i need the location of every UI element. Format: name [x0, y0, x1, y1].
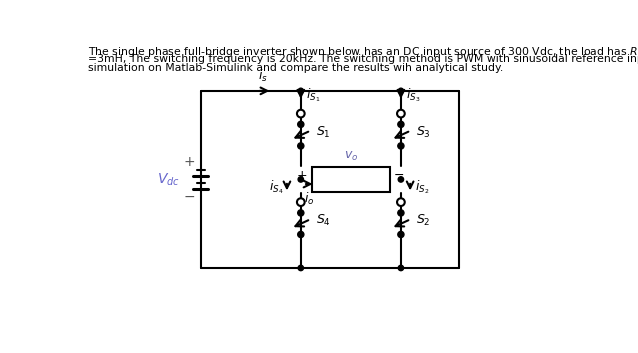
Circle shape [398, 210, 404, 216]
Circle shape [398, 232, 404, 238]
Text: $S_1$: $S_1$ [316, 125, 331, 140]
Circle shape [398, 88, 404, 94]
Circle shape [398, 121, 404, 127]
Text: $i_{S_4}$: $i_{S_4}$ [269, 178, 284, 196]
Text: −: − [183, 189, 195, 203]
Text: $i_{S_1}$: $i_{S_1}$ [306, 87, 320, 104]
Text: $S_2$: $S_2$ [416, 213, 431, 228]
Text: $v_o$: $v_o$ [344, 150, 358, 163]
Circle shape [298, 232, 304, 238]
Circle shape [298, 88, 304, 94]
Text: simulation on Matlab-Simulink and compare the results wih analytical study.: simulation on Matlab-Simulink and compar… [87, 63, 503, 73]
Circle shape [298, 177, 304, 182]
Text: The single phase full-bridge inverter shown below has an DC input source of 300 : The single phase full-bridge inverter sh… [87, 45, 638, 59]
Circle shape [297, 198, 305, 206]
Text: +: + [297, 169, 308, 182]
Text: +: + [183, 155, 195, 169]
Text: −: − [394, 169, 404, 182]
Circle shape [298, 210, 304, 216]
Circle shape [297, 110, 305, 118]
Text: $i_{S_2}$: $i_{S_2}$ [415, 178, 429, 196]
Text: $i_o$: $i_o$ [304, 191, 315, 207]
Circle shape [398, 143, 404, 149]
Text: $V_{dc}$: $V_{dc}$ [157, 171, 180, 188]
Text: $S_4$: $S_4$ [316, 213, 331, 228]
Circle shape [398, 177, 404, 182]
Circle shape [398, 265, 404, 271]
Bar [311, 167, 390, 192]
Circle shape [298, 121, 304, 127]
Text: $S_3$: $S_3$ [416, 125, 431, 140]
Text: $i_{S_3}$: $i_{S_3}$ [406, 87, 420, 104]
Text: $i_s$: $i_s$ [258, 68, 268, 84]
Text: =3mH, The switching frequency is 20kHz. The switching method is PWM with sinusoi: =3mH, The switching frequency is 20kHz. … [87, 54, 638, 64]
Circle shape [397, 198, 404, 206]
Circle shape [298, 143, 304, 149]
Circle shape [298, 265, 304, 271]
Circle shape [397, 110, 404, 118]
